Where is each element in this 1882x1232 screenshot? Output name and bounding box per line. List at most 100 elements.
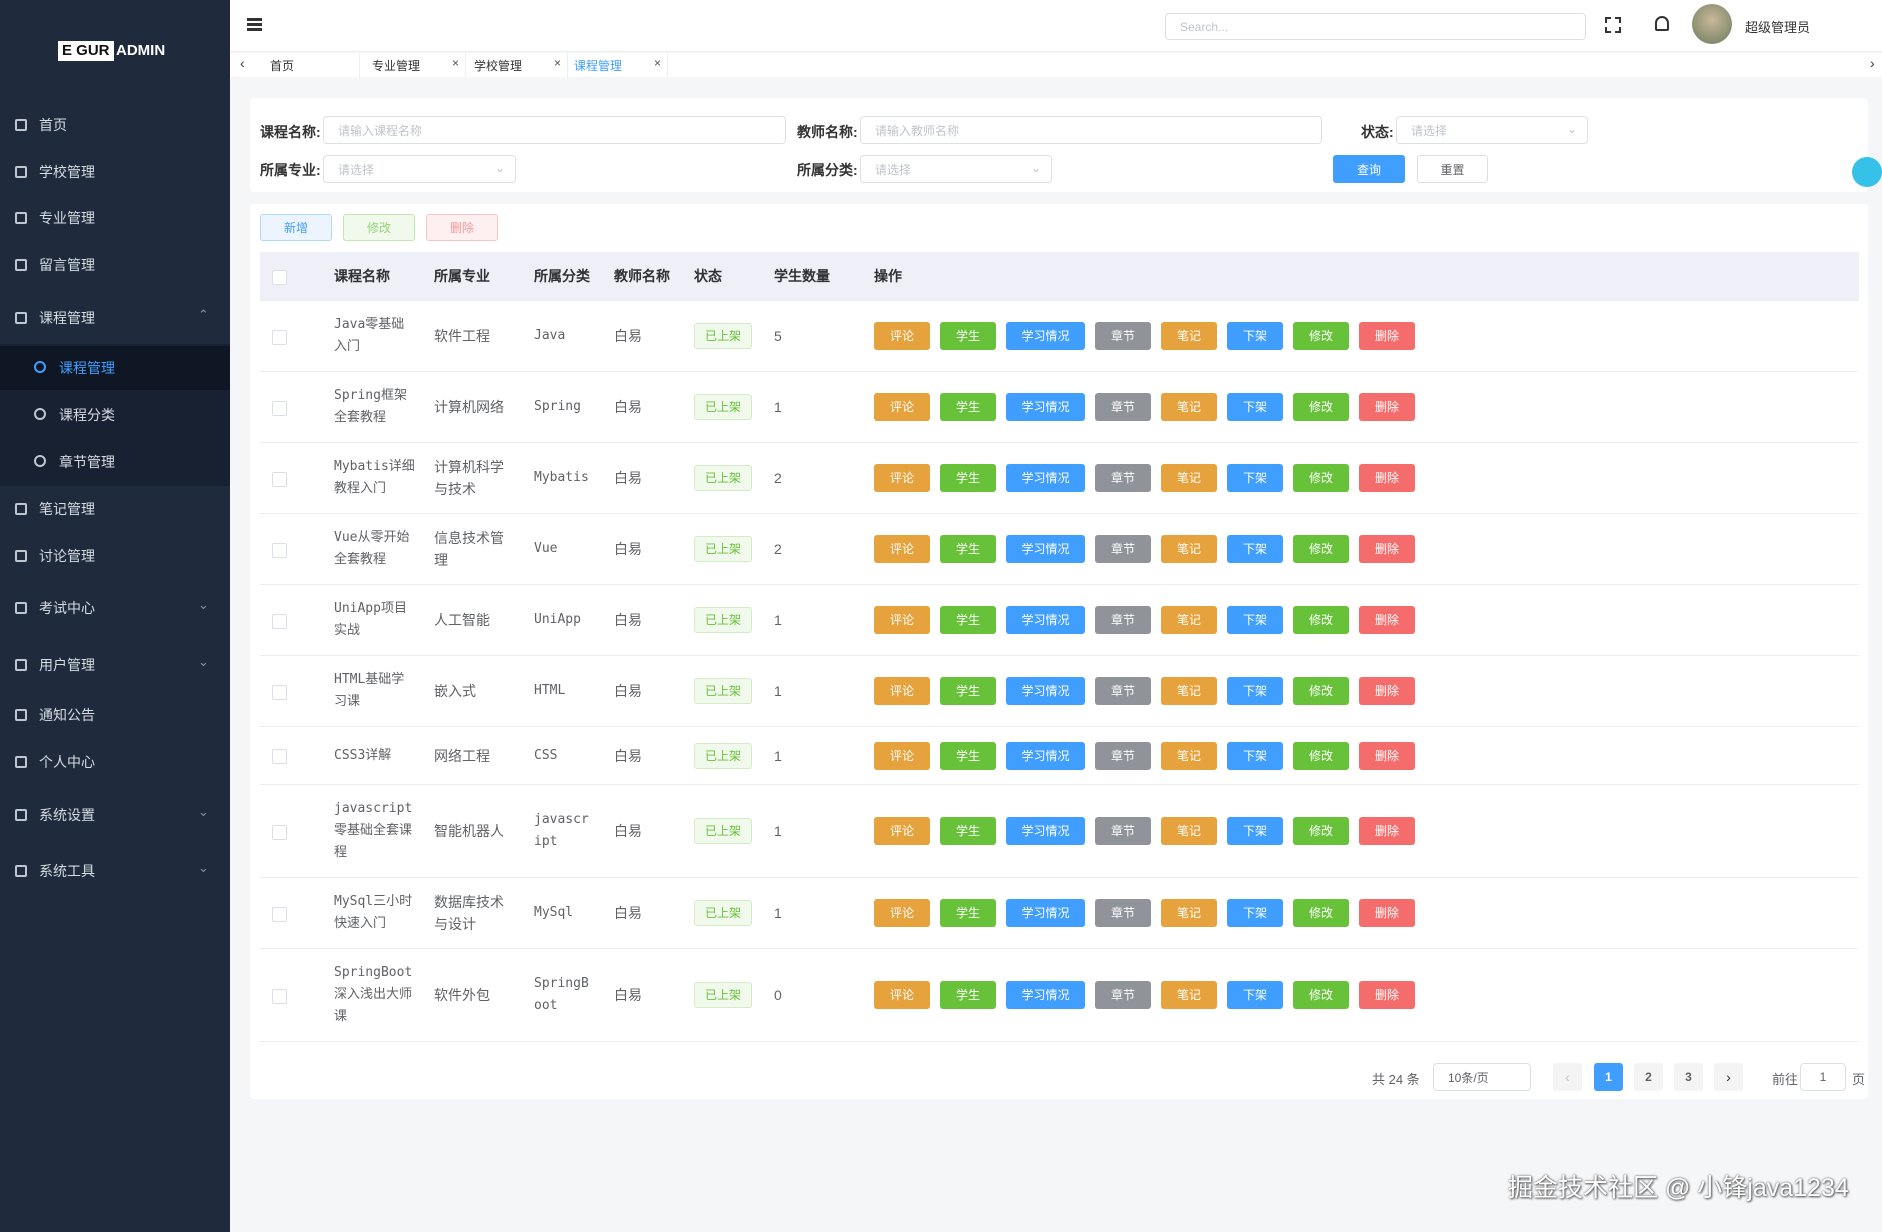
menu-item[interactable]: 课程管理 ⌃ [0, 298, 230, 338]
action-button[interactable]: 修改 [1293, 322, 1349, 350]
action-button[interactable]: 学习情况 [1006, 464, 1085, 492]
goto-input[interactable]: 1 [1800, 1063, 1846, 1091]
action-button[interactable]: 修改 [1293, 817, 1349, 845]
action-button[interactable]: 删除 [1359, 741, 1415, 770]
page-number[interactable]: 2 [1634, 1063, 1663, 1091]
checkbox[interactable] [272, 906, 287, 922]
action-button[interactable]: 下架 [1227, 981, 1283, 1009]
action-button[interactable]: 学生 [940, 606, 996, 634]
checkbox[interactable] [272, 542, 287, 558]
menu-item[interactable]: 专业管理 [0, 198, 230, 238]
action-button[interactable]: 评论 [874, 981, 930, 1009]
action-button[interactable]: 修改 [1293, 741, 1349, 770]
tab-close[interactable]: × [452, 56, 460, 70]
action-button[interactable]: 下架 [1227, 741, 1283, 770]
search-input[interactable]: Search... [1165, 13, 1586, 40]
action-button[interactable]: 下架 [1227, 817, 1283, 845]
menu-item[interactable]: 讨论管理 [0, 536, 230, 576]
action-button[interactable]: 评论 [874, 606, 930, 634]
submenu-item[interactable]: 课程分类 [0, 395, 230, 435]
checkbox[interactable] [272, 471, 287, 487]
checkbox[interactable] [272, 269, 287, 285]
tab-next[interactable]: › [1870, 55, 1875, 71]
action-button[interactable]: 笔记 [1161, 322, 1217, 350]
checkbox[interactable] [272, 329, 287, 345]
action-button[interactable]: 学习情况 [1006, 899, 1085, 927]
menu-item[interactable]: 留言管理 [0, 245, 230, 285]
prev-page[interactable]: ‹ [1553, 1063, 1582, 1091]
action-button[interactable]: 下架 [1227, 606, 1283, 634]
action-button[interactable]: 修改 [1293, 899, 1349, 927]
checkbox[interactable] [272, 684, 287, 700]
page-number[interactable]: 1 [1594, 1063, 1623, 1091]
action-button[interactable]: 章节 [1095, 535, 1151, 563]
action-button[interactable]: 下架 [1227, 393, 1283, 421]
action-button[interactable]: 修改 [1293, 535, 1349, 563]
action-button[interactable]: 评论 [874, 393, 930, 421]
menu-item[interactable]: 用户管理 ⌄ [0, 645, 230, 685]
settings-float[interactable] [1852, 157, 1882, 187]
action-button[interactable]: 学生 [940, 464, 996, 492]
action-button[interactable]: 学生 [940, 393, 996, 421]
action-button[interactable]: 章节 [1095, 322, 1151, 350]
tab[interactable]: 课程管理 × [566, 53, 668, 77]
action-button[interactable]: 下架 [1227, 322, 1283, 350]
submenu-item[interactable]: 课程管理 [0, 348, 230, 388]
menu-item[interactable]: 学校管理 [0, 152, 230, 192]
action-button[interactable]: 删除 [1359, 606, 1415, 634]
filter-select[interactable]: 请选择 ⌄ [323, 155, 516, 183]
action-button[interactable]: 评论 [874, 817, 930, 845]
menu-item[interactable]: 系统设置 ⌄ [0, 795, 230, 835]
action-button[interactable]: 修改 [1293, 464, 1349, 492]
tab-close[interactable]: × [554, 56, 562, 70]
checkbox[interactable] [272, 824, 287, 840]
action-button[interactable]: 修改 [1293, 677, 1349, 705]
filter-select[interactable]: 请选择 ⌄ [860, 155, 1052, 183]
action-button[interactable]: 学习情况 [1006, 606, 1085, 634]
action-button[interactable]: 学习情况 [1006, 677, 1085, 705]
action-button[interactable]: 下架 [1227, 535, 1283, 563]
action-button[interactable]: 学习情况 [1006, 981, 1085, 1009]
action-button[interactable]: 笔记 [1161, 899, 1217, 927]
action-button[interactable]: 章节 [1095, 981, 1151, 1009]
tab[interactable]: 专业管理 × [364, 53, 466, 77]
action-button[interactable]: 学习情况 [1006, 741, 1085, 770]
hamburger[interactable] [247, 18, 262, 31]
action-button[interactable]: 章节 [1095, 899, 1151, 927]
action-button[interactable]: 学生 [940, 322, 996, 350]
checkbox[interactable] [272, 749, 287, 765]
action-button[interactable]: 评论 [874, 741, 930, 770]
filter-select[interactable]: 请选择 ⌄ [1396, 116, 1588, 144]
next-page[interactable]: › [1714, 1063, 1743, 1091]
menu-item[interactable]: 笔记管理 [0, 489, 230, 529]
toolbar-button[interactable]: 修改 [343, 214, 415, 241]
tab[interactable]: 学校管理 × [466, 53, 568, 77]
action-button[interactable]: 学生 [940, 817, 996, 845]
page-number[interactable]: 3 [1674, 1063, 1703, 1091]
action-button[interactable]: 评论 [874, 899, 930, 927]
action-button[interactable]: 章节 [1095, 606, 1151, 634]
action-button[interactable]: 评论 [874, 535, 930, 563]
action-button[interactable]: 学生 [940, 981, 996, 1009]
action-button[interactable]: 删除 [1359, 981, 1415, 1009]
action-button[interactable]: 下架 [1227, 464, 1283, 492]
menu-item[interactable]: 通知公告 [0, 695, 230, 735]
page-size-select[interactable]: 10条/页 [1433, 1063, 1531, 1091]
toolbar-button[interactable]: 新增 [260, 214, 332, 241]
action-button[interactable]: 删除 [1359, 393, 1415, 421]
toolbar-button[interactable]: 删除 [426, 214, 498, 241]
action-button[interactable]: 删除 [1359, 464, 1415, 492]
tab[interactable]: 首页 [262, 53, 360, 77]
tab-prev[interactable]: ‹ [240, 55, 245, 71]
action-button[interactable]: 学习情况 [1006, 535, 1085, 563]
action-button[interactable]: 修改 [1293, 981, 1349, 1009]
menu-item[interactable]: 考试中心 ⌄ [0, 588, 230, 628]
action-button[interactable]: 笔记 [1161, 741, 1217, 770]
menu-item[interactable]: 系统工具 ⌄ [0, 851, 230, 891]
action-button[interactable]: 学习情况 [1006, 393, 1085, 421]
filter-input[interactable]: 请输入教师名称 [860, 116, 1322, 144]
action-button[interactable]: 笔记 [1161, 535, 1217, 563]
checkbox[interactable] [272, 613, 287, 629]
query-button[interactable]: 查询 [1333, 155, 1405, 183]
action-button[interactable]: 修改 [1293, 606, 1349, 634]
